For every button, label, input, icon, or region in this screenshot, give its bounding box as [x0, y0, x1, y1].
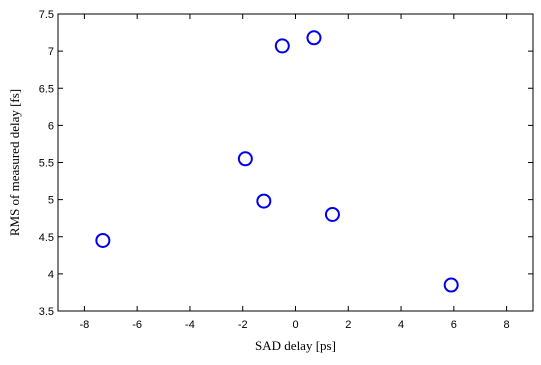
data-point: [324, 206, 340, 222]
data-point: [256, 193, 272, 209]
x-tick-label: -6: [132, 319, 142, 331]
x-tick-label: -8: [79, 319, 89, 331]
x-tick-label: 0: [292, 319, 298, 331]
y-tick-label: 5.5: [39, 158, 54, 170]
data-point: [237, 151, 253, 167]
x-tick-label: 6: [451, 319, 457, 331]
x-tick-label: 8: [504, 319, 510, 331]
x-axis-label: SAD delay [ps]: [255, 338, 336, 353]
x-tick-label: 4: [398, 319, 404, 331]
y-tick-label: 4.5: [39, 232, 54, 244]
data-points: [95, 30, 459, 293]
plot-area-frame: [57, 13, 534, 312]
data-point: [274, 38, 290, 54]
data-point: [306, 30, 322, 46]
y-axis-label: RMS of measured delay [fs]: [7, 89, 22, 236]
y-tick-label: 7: [48, 46, 54, 58]
y-tick-label: 7.5: [39, 9, 54, 21]
y-tick-label: 5: [48, 195, 54, 207]
y-tick-label: 6.5: [39, 83, 54, 95]
x-axis-ticks: -8 -6 -4 -2 0 2 4 6 8: [79, 14, 510, 331]
data-point: [443, 277, 459, 293]
y-axis-ticks: 3.5 4 4.5 5 5.5 6 6.5 7 7.5: [39, 9, 533, 318]
x-tick-label: -4: [185, 319, 195, 331]
x-tick-label: 2: [345, 319, 351, 331]
y-tick-label: 4: [48, 269, 54, 281]
y-tick-label: 3.5: [39, 306, 54, 318]
data-point: [95, 232, 111, 248]
y-tick-label: 6: [48, 120, 54, 132]
x-tick-label: -2: [238, 319, 248, 331]
